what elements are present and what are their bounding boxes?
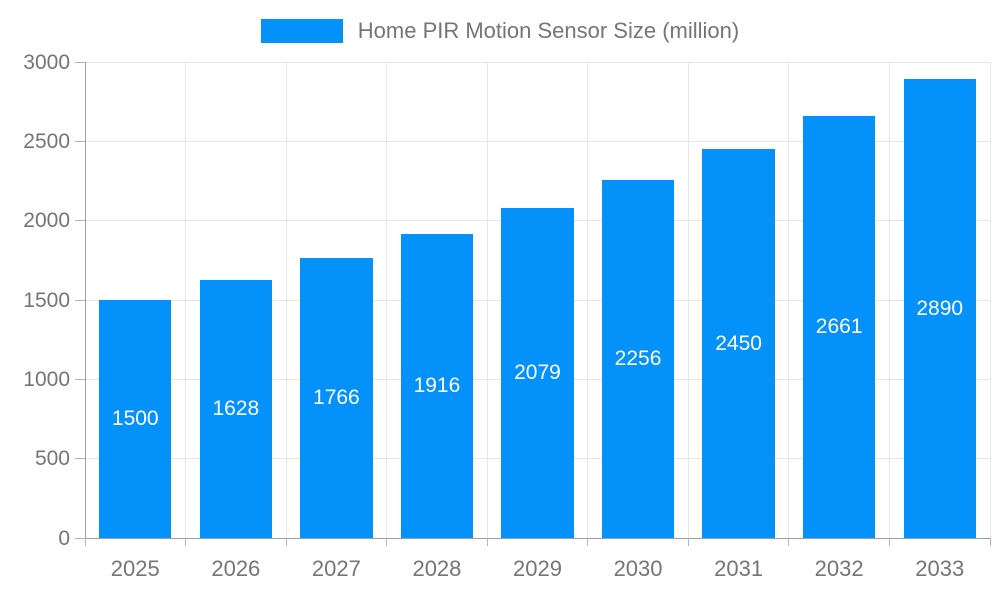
y-axis-tick (75, 537, 85, 539)
y-axis-tick-label: 3000 (23, 50, 70, 74)
x-axis-tick-label: 2032 (814, 556, 864, 581)
bar[interactable]: 2661 (802, 115, 876, 538)
y-axis-line (85, 62, 86, 538)
bar[interactable]: 1628 (199, 279, 273, 538)
legend-swatch (260, 19, 343, 43)
x-axis-tick-label: 2029 (513, 556, 562, 581)
y-axis-tick (75, 140, 85, 142)
x-axis-tick (486, 538, 488, 546)
bar-value-label: 2661 (815, 314, 863, 338)
bar[interactable]: 2890 (903, 79, 976, 538)
v-gridline (989, 62, 991, 538)
y-axis-tick-label: 2500 (23, 129, 70, 153)
y-axis-tick-label: 1000 (23, 367, 70, 391)
x-axis-tick-label: 2026 (211, 556, 261, 581)
bar[interactable]: 2450 (702, 149, 775, 538)
bar[interactable]: 2256 (601, 180, 675, 538)
x-axis-tick-label: 2030 (613, 556, 663, 581)
x-axis-tick (687, 538, 689, 546)
h-gridline (85, 61, 990, 63)
x-axis-tick-label: 2025 (110, 556, 160, 581)
x-axis-tick (888, 538, 890, 546)
v-gridline (587, 62, 589, 538)
x-axis-tick (386, 538, 388, 546)
v-gridline (185, 62, 187, 538)
x-axis-tick-label: 2033 (915, 556, 965, 581)
bar-value-label: 2079 (514, 361, 561, 385)
y-axis-tick-label: 0 (58, 526, 70, 550)
x-axis-tick (285, 538, 287, 546)
h-gridline (85, 140, 990, 142)
bar[interactable]: 1766 (300, 257, 373, 538)
y-axis-tick (75, 299, 85, 301)
chart-legend[interactable]: Home PIR Motion Sensor Size (million) (0, 19, 1000, 43)
x-axis-tick (788, 538, 790, 546)
y-axis-tick-label: 2000 (23, 209, 70, 233)
x-axis-tick-label: 2027 (311, 556, 361, 581)
x-axis-tick (989, 538, 991, 546)
x-axis-tick (84, 538, 86, 546)
v-gridline (687, 62, 689, 538)
bar-value-label: 2890 (916, 296, 964, 320)
bar[interactable]: 2079 (501, 208, 574, 538)
bar-value-label: 1916 (413, 374, 461, 397)
x-axis-line (85, 538, 991, 539)
legend-label: Home PIR Motion Sensor Size (million) (357, 18, 740, 43)
v-gridline (285, 62, 287, 538)
y-axis-tick-label: 1500 (23, 288, 70, 312)
y-axis-tick-label: 500 (34, 447, 70, 471)
y-axis-tick (75, 220, 85, 222)
bar[interactable]: 1916 (400, 234, 474, 538)
x-axis-tick (185, 538, 187, 546)
v-gridline (788, 62, 790, 538)
bar-value-label: 1766 (313, 385, 360, 409)
bar[interactable]: 1500 (99, 300, 172, 538)
bar-value-label: 1628 (212, 396, 260, 420)
bar-value-label: 1500 (111, 407, 159, 430)
bar-value-label: 2256 (614, 347, 662, 371)
x-axis-tick-label: 2031 (714, 556, 764, 581)
y-axis-tick (75, 61, 85, 63)
v-gridline (386, 62, 388, 538)
x-axis-tick-label: 2028 (412, 556, 462, 581)
x-axis-tick (587, 538, 589, 546)
y-axis-tick (75, 378, 85, 380)
v-gridline (486, 62, 488, 538)
y-axis-tick (75, 458, 85, 460)
bar-value-label: 2450 (715, 331, 762, 355)
v-gridline (888, 62, 890, 538)
plot-area: 1500 1628 1766 1916 2079 2256 2450 2661 2890 (84, 61, 991, 539)
